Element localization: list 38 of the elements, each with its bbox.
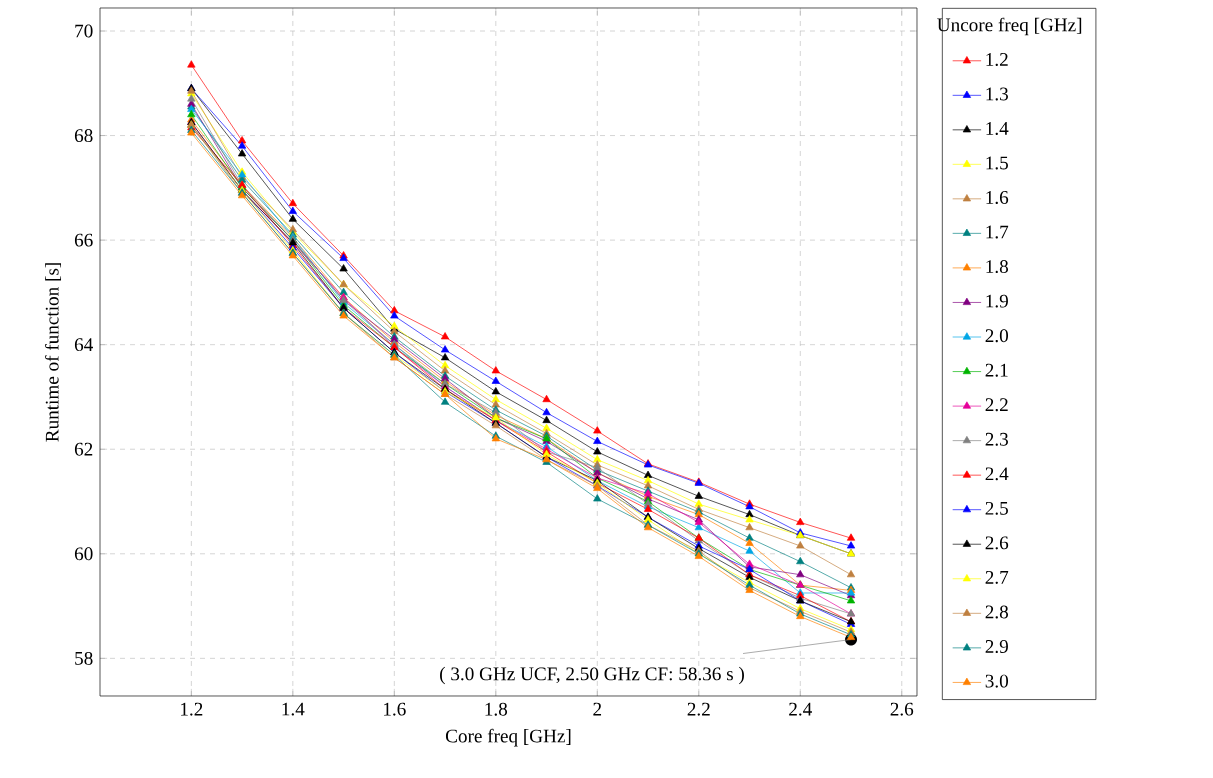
y-tick-label: 66 [74, 233, 93, 247]
legend-label: 2.7 [985, 570, 1009, 584]
x-tick-label: 2.6 [890, 702, 914, 716]
x-axis-title: Core freq [GHz] [445, 728, 571, 747]
legend-label: 2.5 [985, 501, 1008, 515]
legend-label: 1.6 [986, 191, 1009, 205]
x-tick-label: 2.4 [789, 702, 812, 716]
x-tick-label: 1.2 [181, 702, 203, 716]
y-tick-label: 60 [74, 547, 93, 561]
legend-label: 2.1 [985, 363, 1008, 377]
legend-label: 2.2 [985, 398, 1008, 412]
x-tick-label: 2 [593, 702, 602, 716]
y-axis-title: Runtime of function [s] [44, 263, 62, 442]
legend-label: 1.2 [986, 53, 1008, 66]
legend-label: 2.8 [985, 605, 1009, 619]
x-tick-label: 1.6 [384, 702, 406, 716]
y-tick-label: 58 [75, 651, 93, 665]
y-tick-label: 68 [74, 129, 93, 143]
y-tick-label: 62 [74, 442, 93, 456]
legend-label: 2.6 [985, 536, 1009, 550]
legend-label: 1.7 [986, 225, 1009, 239]
legend-label: 1.8 [986, 260, 1009, 274]
legend-label: 1.3 [986, 87, 1008, 101]
legend-label: 2.3 [985, 432, 1008, 446]
y-tick-label: 70 [75, 24, 93, 38]
x-tick-label: 1.4 [282, 702, 305, 716]
legend-label: 1.5 [986, 156, 1008, 170]
legend-label: 1.9 [986, 294, 1008, 308]
legend-label: 3.0 [985, 674, 1009, 688]
x-tick-label: 2.2 [687, 702, 710, 716]
legend-label: 2.0 [985, 329, 1009, 343]
legend-label: 2.4 [985, 467, 1009, 481]
legend-label: 1.4 [986, 122, 1009, 135]
legend-title: Uncore freq [GHz] [937, 17, 1082, 36]
legend-label: 2.9 [985, 640, 1008, 654]
annotation: ( 3.0 GHz UCF, 2.50 GHz CF: 58.36 s ) [440, 666, 744, 685]
x-tick-label: 1.8 [485, 702, 508, 716]
y-tick-label: 64 [74, 338, 93, 352]
